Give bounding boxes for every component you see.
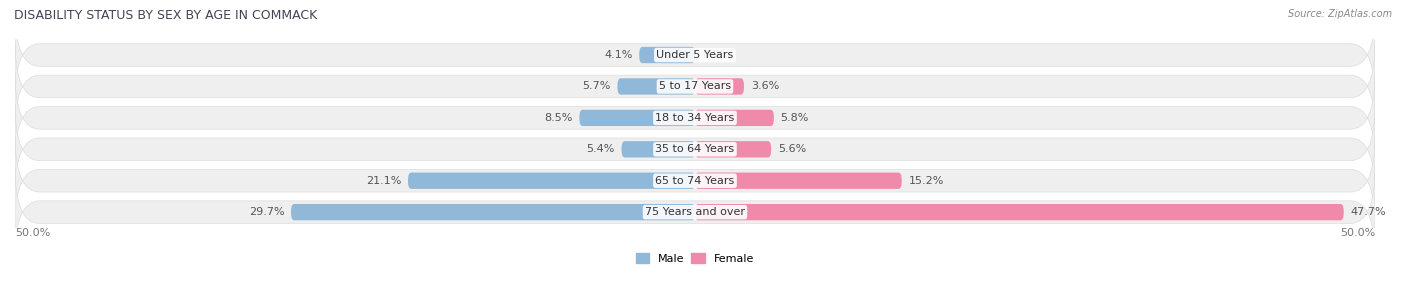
Text: 0.0%: 0.0% bbox=[702, 50, 730, 60]
FancyBboxPatch shape bbox=[579, 110, 695, 126]
Text: 21.1%: 21.1% bbox=[366, 176, 401, 186]
FancyBboxPatch shape bbox=[695, 204, 1344, 220]
FancyBboxPatch shape bbox=[15, 136, 1375, 226]
Text: 18 to 34 Years: 18 to 34 Years bbox=[655, 113, 734, 123]
FancyBboxPatch shape bbox=[695, 141, 770, 157]
Text: 4.1%: 4.1% bbox=[605, 50, 633, 60]
FancyBboxPatch shape bbox=[617, 78, 695, 95]
Text: 50.0%: 50.0% bbox=[1340, 229, 1375, 238]
Text: 5.4%: 5.4% bbox=[586, 144, 614, 154]
Text: 65 to 74 Years: 65 to 74 Years bbox=[655, 176, 734, 186]
FancyBboxPatch shape bbox=[15, 104, 1375, 195]
FancyBboxPatch shape bbox=[695, 110, 773, 126]
FancyBboxPatch shape bbox=[15, 167, 1375, 257]
Text: Under 5 Years: Under 5 Years bbox=[657, 50, 734, 60]
Text: 50.0%: 50.0% bbox=[15, 229, 51, 238]
Text: 5 to 17 Years: 5 to 17 Years bbox=[659, 81, 731, 92]
Text: Source: ZipAtlas.com: Source: ZipAtlas.com bbox=[1288, 9, 1392, 19]
Text: 8.5%: 8.5% bbox=[544, 113, 572, 123]
FancyBboxPatch shape bbox=[695, 78, 744, 95]
FancyBboxPatch shape bbox=[15, 41, 1375, 132]
Text: 5.8%: 5.8% bbox=[780, 113, 808, 123]
FancyBboxPatch shape bbox=[291, 204, 695, 220]
FancyBboxPatch shape bbox=[15, 73, 1375, 163]
Text: 47.7%: 47.7% bbox=[1351, 207, 1386, 217]
FancyBboxPatch shape bbox=[695, 173, 901, 189]
Legend: Male, Female: Male, Female bbox=[636, 253, 754, 264]
Text: 29.7%: 29.7% bbox=[249, 207, 284, 217]
Text: DISABILITY STATUS BY SEX BY AGE IN COMMACK: DISABILITY STATUS BY SEX BY AGE IN COMMA… bbox=[14, 9, 318, 22]
FancyBboxPatch shape bbox=[640, 47, 695, 63]
Text: 5.7%: 5.7% bbox=[582, 81, 610, 92]
Text: 3.6%: 3.6% bbox=[751, 81, 779, 92]
Text: 35 to 64 Years: 35 to 64 Years bbox=[655, 144, 734, 154]
FancyBboxPatch shape bbox=[408, 173, 695, 189]
Text: 15.2%: 15.2% bbox=[908, 176, 943, 186]
FancyBboxPatch shape bbox=[15, 10, 1375, 100]
Text: 5.6%: 5.6% bbox=[778, 144, 806, 154]
FancyBboxPatch shape bbox=[621, 141, 695, 157]
Text: 75 Years and over: 75 Years and over bbox=[645, 207, 745, 217]
